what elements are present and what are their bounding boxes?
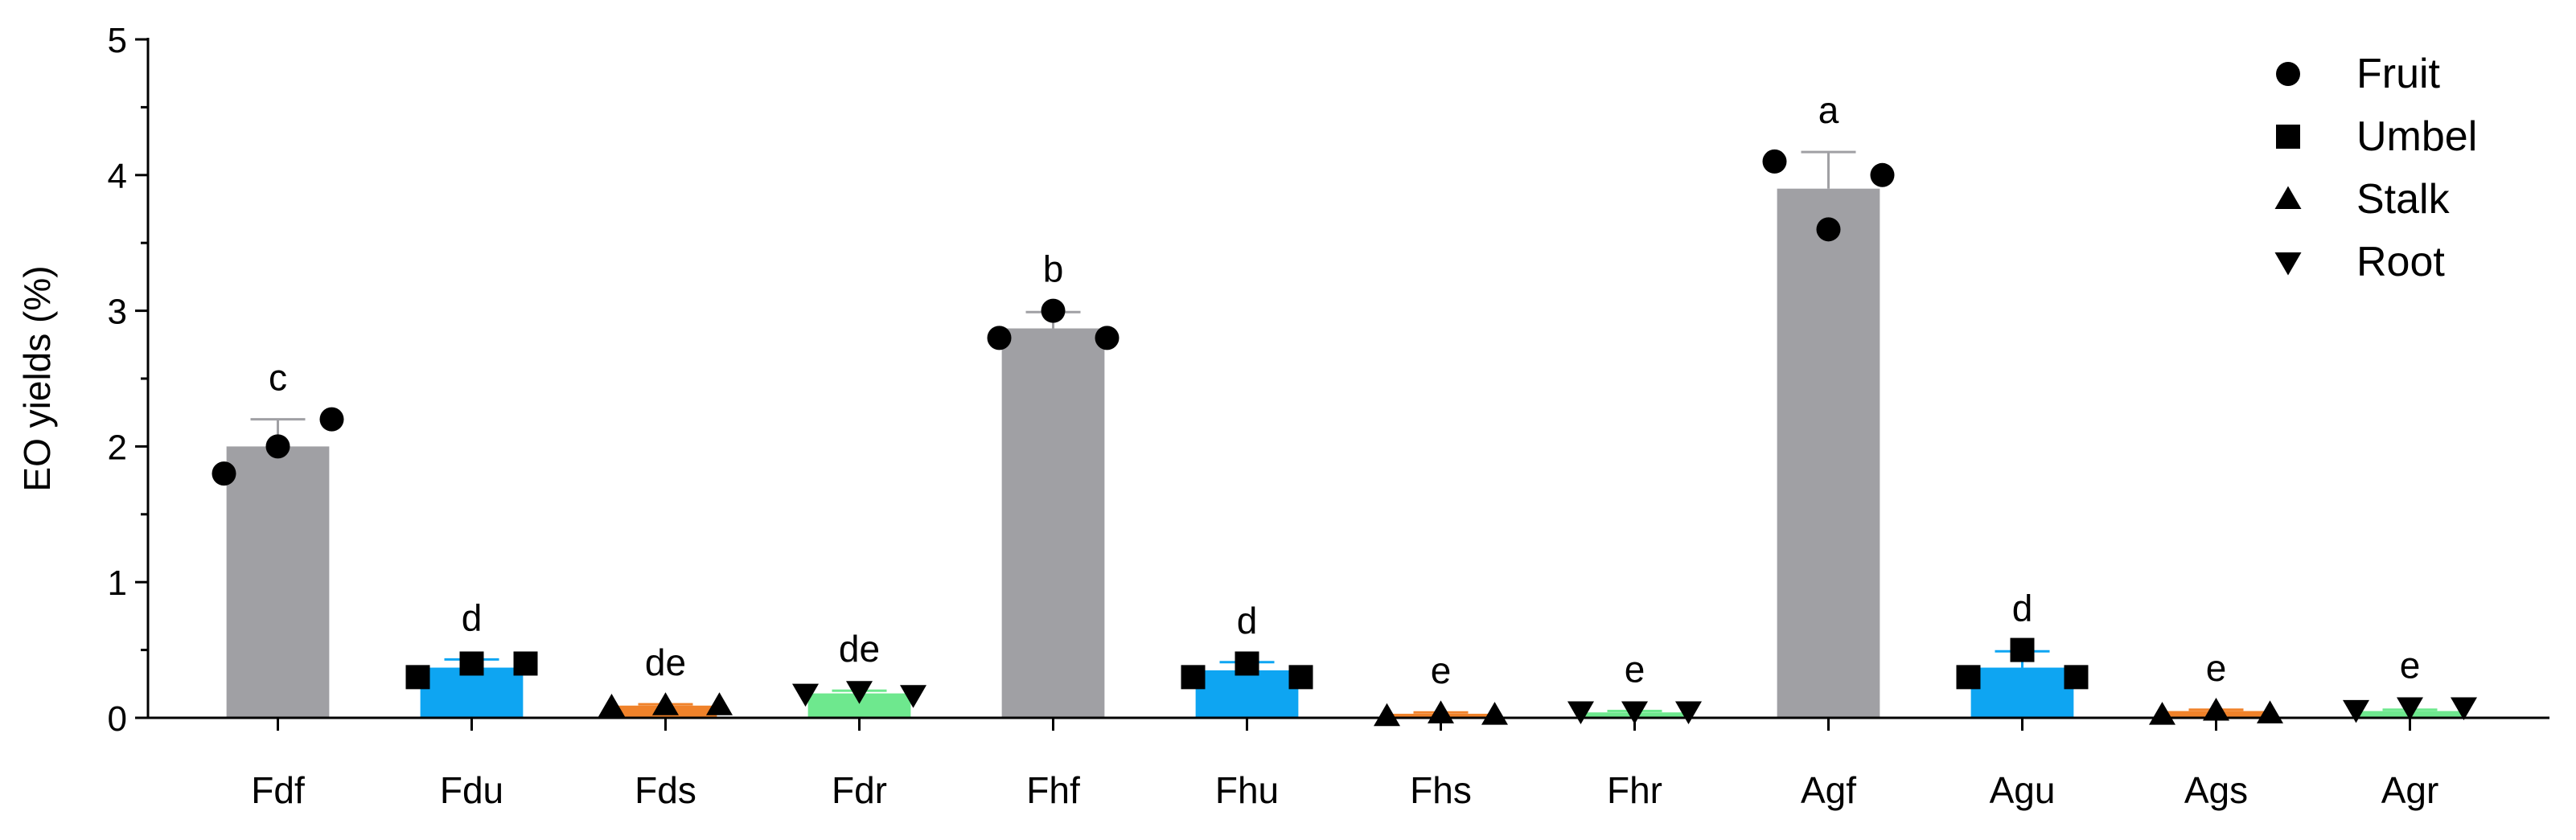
bar	[1195, 670, 1299, 718]
y-tick-label: 3	[108, 293, 127, 332]
data-point	[1816, 217, 1841, 242]
significance-letter: de	[839, 628, 880, 670]
legend-marker	[2276, 62, 2300, 86]
data-point	[1095, 326, 1120, 350]
x-tick-label: Fdf	[251, 769, 305, 811]
data-point	[987, 326, 1012, 350]
significance-letter: a	[1818, 89, 1839, 131]
bar	[226, 446, 330, 718]
y-tick-label: 0	[108, 699, 127, 739]
data-point	[405, 665, 430, 690]
significance-letter: e	[2400, 644, 2421, 686]
data-point	[1621, 701, 1648, 725]
x-tick-label: Ags	[2184, 769, 2248, 811]
y-tick-label: 2	[108, 428, 127, 467]
data-point	[319, 407, 344, 432]
data-point	[706, 692, 733, 715]
error-bar	[1801, 150, 1856, 189]
y-axis-label: EO yields (%)	[16, 265, 58, 491]
significance-letter: b	[1043, 248, 1064, 290]
y-tick-label: 4	[108, 157, 127, 196]
data-point	[1181, 665, 1206, 690]
data-point	[598, 693, 625, 717]
data-point	[1041, 298, 1066, 323]
data-point	[846, 681, 873, 704]
significance-letter: e	[2206, 647, 2227, 689]
data-point	[1675, 701, 1702, 725]
x-tick-label: Agf	[1801, 769, 1856, 811]
x-tick-label: Fhr	[1607, 769, 1662, 811]
significance-letter: e	[1625, 649, 1645, 690]
legend-marker	[2276, 125, 2300, 149]
data-point	[1288, 665, 1313, 690]
significance-letter: c	[269, 357, 287, 399]
data-point	[2064, 665, 2089, 690]
x-tick-label: Fds	[635, 769, 696, 811]
significance-letter: de	[645, 641, 686, 683]
data-point	[459, 651, 484, 676]
data-point	[792, 683, 819, 707]
y-tick-label: 1	[108, 563, 127, 603]
data-point	[1762, 149, 1787, 174]
y-tick-label: 5	[108, 21, 127, 60]
bar	[1970, 667, 2074, 718]
legend-label: Stalk	[2356, 176, 2451, 223]
significance-letter: e	[1431, 649, 1452, 691]
legend-label: Umbel	[2356, 113, 2477, 160]
data-point	[513, 651, 538, 676]
x-tick-label: Agu	[1990, 769, 2056, 811]
data-point	[1374, 703, 1400, 727]
data-point	[2397, 697, 2423, 720]
data-point	[1956, 665, 1981, 690]
data-point	[2010, 637, 2035, 662]
x-tick-label: Fdr	[832, 769, 887, 811]
data-point	[1567, 701, 1594, 725]
bar	[1001, 328, 1105, 718]
significance-letter: d	[1237, 600, 1258, 641]
data-point	[265, 434, 290, 459]
x-tick-label: Fhs	[1410, 769, 1472, 811]
x-tick-label: Fdu	[440, 769, 503, 811]
legend-marker	[2274, 186, 2302, 209]
legend-label: Root	[2356, 239, 2445, 285]
data-point	[1235, 651, 1259, 676]
legend-marker	[2274, 252, 2302, 276]
data-point	[212, 461, 236, 486]
legend-label: Fruit	[2356, 51, 2441, 97]
x-tick-label: Fhf	[1026, 769, 1080, 811]
data-point	[2451, 697, 2477, 720]
x-tick-label: Fhu	[1215, 769, 1279, 811]
x-tick-label: Agr	[2381, 769, 2439, 811]
data-point	[2203, 698, 2229, 721]
bar	[420, 667, 524, 718]
significance-letter: d	[2012, 588, 2033, 629]
data-point	[1481, 702, 1508, 725]
significance-letter: d	[462, 596, 483, 638]
data-point	[900, 685, 926, 708]
bar	[1777, 188, 1880, 718]
data-point	[1870, 162, 1895, 187]
data-point	[2343, 699, 2369, 723]
data-point	[652, 692, 679, 715]
